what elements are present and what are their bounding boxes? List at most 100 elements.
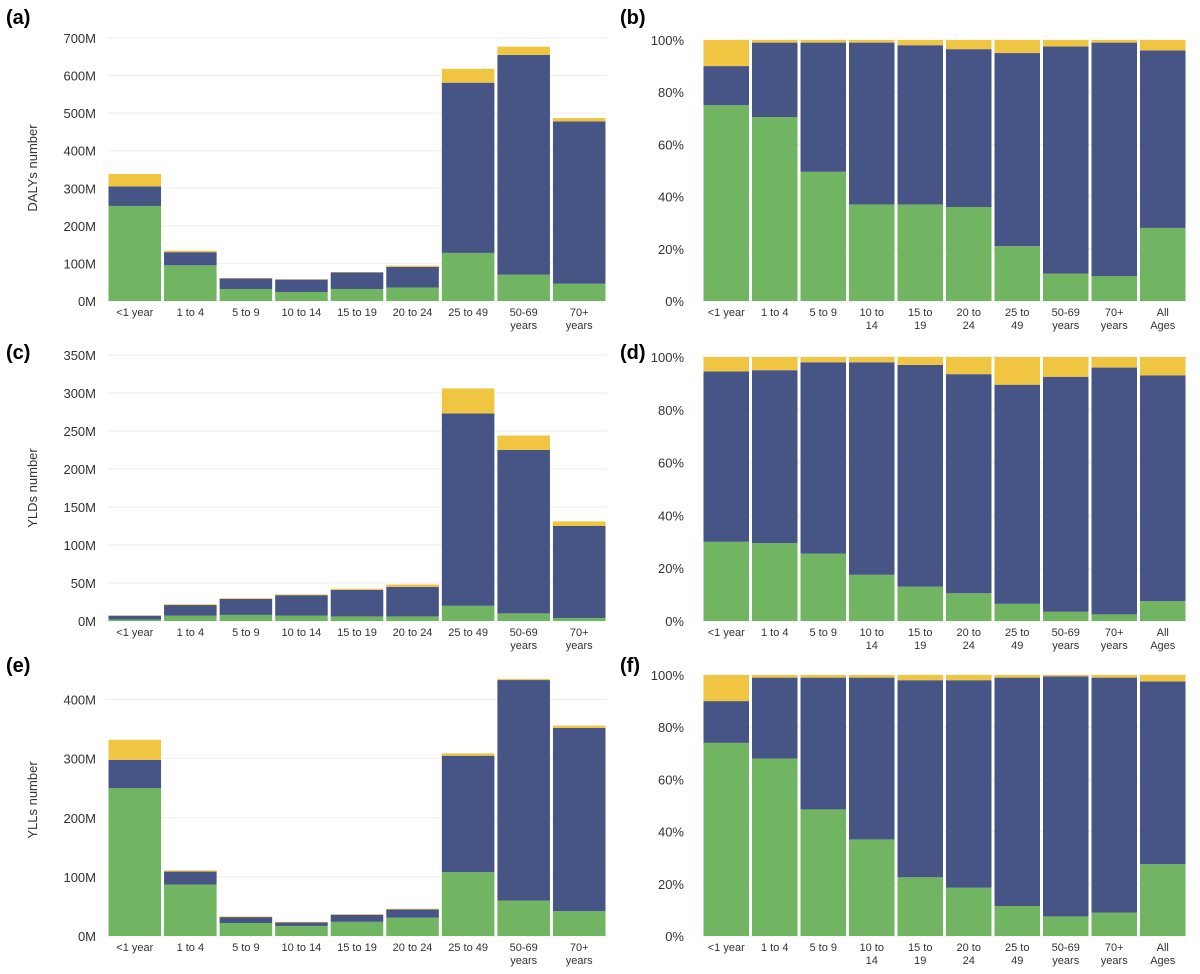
- x-tick-label: <1 year: [116, 307, 153, 319]
- bar-segment-yellow: [386, 584, 439, 587]
- bar-segment-green: [752, 116, 798, 302]
- bar-segment-yellow: [497, 46, 550, 55]
- y-tick-label: 150M: [63, 500, 96, 515]
- panel-d: (d) 0% 20% 40% 60% 80% 100% <1 year 1 to 4 5 to …: [620, 342, 1187, 652]
- bar-segment-yellow: [386, 265, 439, 267]
- x-tick-label: 10 to 14: [282, 307, 322, 319]
- x-tick-label: 20 to 24: [393, 627, 433, 639]
- bar-segment-navy: [497, 54, 550, 275]
- bar-segment-yellow: [994, 675, 1040, 678]
- bar-segment-navy: [752, 370, 798, 544]
- y-tick-label: 250M: [63, 424, 96, 439]
- bar-segment-green: [1140, 601, 1186, 621]
- panel-a: (a) 0M 100M 200M 300M 400M 500M 600M 700M <1 yea…: [6, 7, 607, 332]
- bar-segment-green: [108, 788, 162, 936]
- bar-segment-green: [1091, 614, 1137, 621]
- bar-segment-navy: [552, 121, 606, 284]
- x-tick-label: 15 to 19: [908, 627, 932, 652]
- bar-segment-green: [497, 274, 550, 301]
- x-tick-label: 10 to 14: [860, 942, 884, 967]
- x-tick-label: <1 year: [116, 942, 153, 954]
- x-tick-label: 25 to 49: [448, 627, 488, 639]
- bar-segment-navy: [703, 66, 749, 106]
- bar-segment-green: [386, 287, 439, 301]
- y-tick-label: 20%: [658, 242, 684, 257]
- y-tick-label: 0%: [665, 929, 684, 944]
- y-tick-label: 0%: [665, 294, 684, 309]
- panel-e-label: (e): [6, 655, 30, 677]
- bar-segment-green: [275, 925, 328, 936]
- panel-e: (e) 0M 100M 200M 300M 400M <1 year 1 to 4 5 to …: [6, 655, 607, 967]
- bar-segment-navy: [946, 374, 992, 594]
- y-tick-label: 300M: [63, 752, 96, 767]
- bar-segment-green: [703, 541, 749, 621]
- bar-segment-green: [164, 884, 217, 936]
- bar-segment-navy: [330, 272, 384, 289]
- bar-segment-navy: [108, 186, 162, 206]
- bar-segment-navy: [219, 917, 273, 923]
- bar-segment-navy: [1043, 46, 1089, 274]
- x-tick-label: 5 to 9: [232, 942, 260, 954]
- bar-segment-navy: [330, 589, 384, 617]
- bar-segment-navy: [897, 45, 943, 205]
- bar-segment-navy: [1091, 677, 1137, 913]
- y-tick-label: 20%: [658, 877, 684, 892]
- bar-segment-yellow: [1091, 357, 1137, 368]
- y-tick-label: 60%: [658, 137, 684, 152]
- y-tick-label: 100M: [63, 256, 96, 271]
- x-tick-label: 10 to 14: [282, 942, 322, 954]
- bar-segment-navy: [1043, 676, 1089, 917]
- y-tick-label: 200M: [63, 219, 96, 234]
- bar-segment-navy: [1043, 376, 1089, 612]
- bar-segment-green: [849, 839, 895, 936]
- bar-segment-green: [552, 911, 606, 936]
- panel-c-label: (c): [6, 342, 30, 364]
- bar-segment-yellow: [849, 675, 895, 678]
- x-tick-label: 50-69 years: [510, 627, 538, 652]
- bar-segment-green: [386, 616, 439, 621]
- bar-segment-navy: [497, 680, 550, 901]
- x-tick-label: 15 to 19: [337, 942, 377, 954]
- bar-segment-yellow: [497, 435, 550, 450]
- bar-segment-green: [946, 593, 992, 621]
- x-tick-label: 15 to 19: [908, 942, 932, 967]
- x-tick-label: 1 to 4: [761, 942, 789, 954]
- y-tick-label: 500M: [63, 106, 96, 121]
- bar-segment-yellow: [849, 40, 895, 43]
- bar-segment-yellow: [946, 40, 992, 50]
- y-tick-label: 300M: [63, 181, 96, 196]
- bar-segment-green: [897, 586, 943, 621]
- bar-segment-yellow: [164, 250, 217, 253]
- bar-segment-yellow: [703, 357, 749, 372]
- bar-segment-navy: [441, 82, 495, 253]
- x-tick-label: 10 to 14: [860, 627, 884, 652]
- bar-segment-navy: [946, 680, 992, 888]
- bar-segment-green: [164, 265, 217, 301]
- y-tick-label: 400M: [63, 693, 96, 708]
- bar-segment-navy: [219, 278, 273, 289]
- bar-segment-green: [849, 574, 895, 621]
- bar-segment-navy: [897, 680, 943, 878]
- bar-segment-navy: [386, 909, 439, 918]
- bar-segment-green: [1091, 912, 1137, 936]
- bar-segment-yellow: [552, 118, 606, 122]
- panel-a-label: (a): [6, 7, 30, 29]
- x-tick-label: All Ages: [1150, 627, 1176, 652]
- bar-segment-yellow: [897, 357, 943, 365]
- y-tick-label: 60%: [658, 772, 684, 787]
- x-tick-label: All Ages: [1150, 942, 1176, 967]
- bar-segment-green: [897, 204, 943, 301]
- y-tick-label: 100%: [651, 350, 685, 365]
- bar-segment-yellow: [275, 594, 328, 596]
- y-tick-label: 40%: [658, 508, 684, 523]
- bar-segment-yellow: [800, 357, 846, 363]
- bar-segment-navy: [1140, 681, 1186, 865]
- x-tick-label: 70+ years: [566, 307, 593, 332]
- bar-segment-yellow: [164, 870, 217, 872]
- bar-segment-yellow: [108, 174, 162, 187]
- x-tick-label: 50-69 years: [1052, 627, 1080, 652]
- bar-segment-navy: [219, 598, 273, 615]
- bar-segment-yellow: [800, 40, 846, 43]
- panel-b-label: (b): [620, 7, 646, 29]
